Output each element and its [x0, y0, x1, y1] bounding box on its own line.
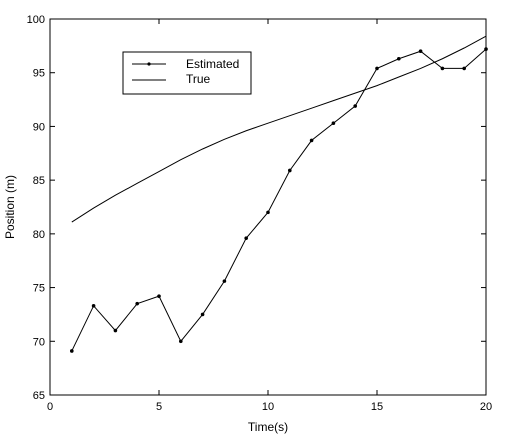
- data-point-estimated: [266, 210, 270, 215]
- data-point-estimated: [244, 236, 248, 240]
- x-tick-label: 5: [156, 401, 162, 413]
- data-point-estimated: [418, 49, 423, 54]
- data-point-estimated: [353, 104, 358, 108]
- data-point-estimated: [70, 349, 74, 353]
- y-tick-label: 65: [33, 390, 45, 402]
- y-tick-label: 85: [33, 175, 45, 187]
- data-point-estimated: [91, 304, 96, 308]
- x-tick-label: 0: [47, 401, 53, 413]
- legend-box: [122, 51, 252, 95]
- x-axis-label: Time(s): [248, 420, 288, 434]
- x-tick-label: 20: [480, 401, 492, 413]
- plot-area-frame: [49, 18, 487, 396]
- data-point-estimated: [179, 339, 183, 344]
- x-tick-label: 15: [371, 401, 383, 413]
- data-point-estimated: [440, 66, 445, 71]
- data-point-estimated: [375, 66, 379, 71]
- y-tick-label: 95: [33, 68, 45, 80]
- axis-ticks: 0 5 10 15 20 65 70 75 80 85 90 95 100: [27, 14, 492, 413]
- series-layer: [70, 35, 488, 353]
- data-point-estimated: [113, 328, 118, 333]
- data-point-estimated: [484, 47, 488, 51]
- y-tick-label: 75: [33, 283, 45, 295]
- data-point-estimated: [309, 138, 314, 143]
- data-point-estimated: [462, 66, 467, 71]
- legend-label-true: True: [186, 72, 211, 86]
- data-point-estimated: [288, 168, 292, 173]
- x-tick-label: 10: [262, 401, 274, 413]
- y-axis-label: Position (m): [3, 175, 17, 239]
- data-point-estimated: [331, 121, 336, 126]
- series-line-estimated: [71, 48, 487, 352]
- data-point-estimated: [200, 312, 205, 317]
- legend-marker-estimated: [147, 62, 151, 66]
- y-tick-label: 90: [33, 121, 45, 133]
- legend-label-estimated: Estimated: [186, 57, 239, 71]
- y-tick-label: 80: [33, 229, 45, 241]
- y-tick-label: 70: [33, 336, 45, 348]
- series-line-true: [71, 35, 487, 223]
- data-point-estimated: [157, 294, 161, 298]
- data-point-estimated: [397, 56, 401, 61]
- data-point-estimated: [135, 301, 139, 306]
- legend: Estimated True: [122, 51, 252, 95]
- data-point-estimated: [222, 279, 227, 283]
- y-tick-label: 100: [27, 14, 45, 26]
